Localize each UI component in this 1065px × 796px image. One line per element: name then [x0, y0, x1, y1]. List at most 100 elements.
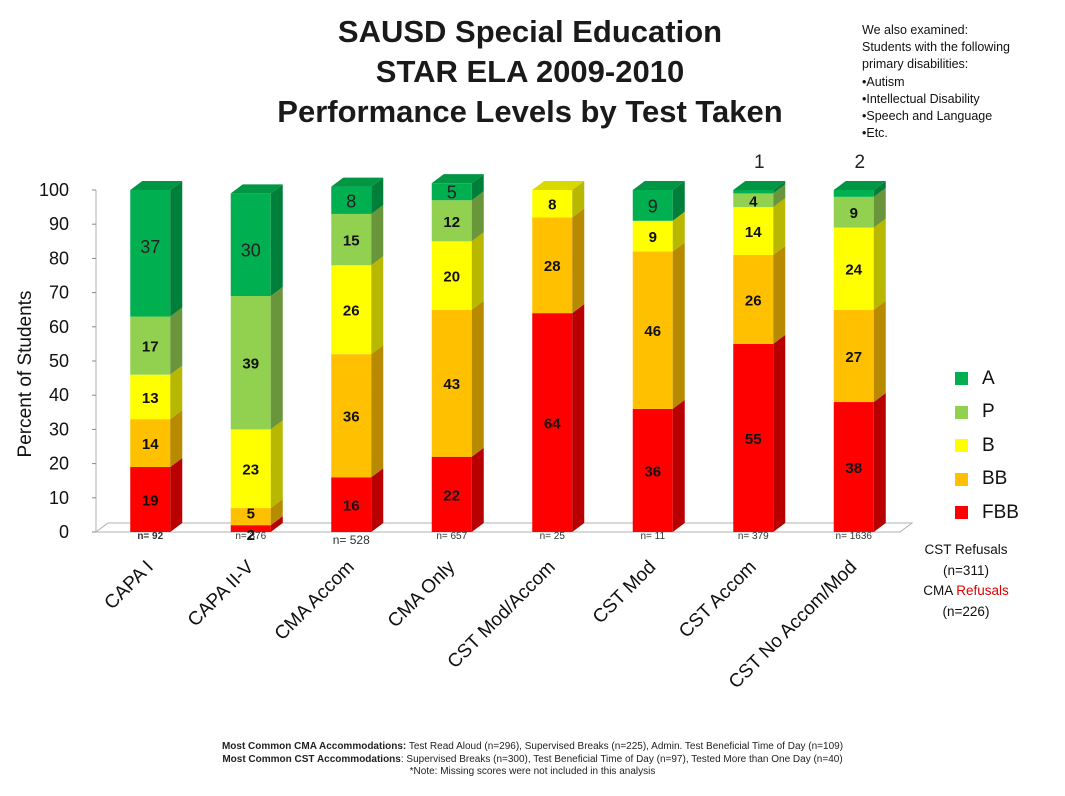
y-tick-label: 10 — [49, 488, 69, 508]
y-tick-label: 50 — [49, 351, 69, 371]
bar-segment — [331, 265, 372, 355]
bar-segment — [733, 207, 774, 255]
bar-value-label: 14 — [142, 436, 159, 453]
footer-cst-accommodations: Most Common CST Accommodations: Supervis… — [222, 753, 843, 765]
bar-top-cap — [230, 184, 283, 194]
bar-segment — [632, 408, 673, 532]
bar-value-label: 26 — [343, 303, 360, 320]
bar-segment-side — [270, 184, 283, 297]
bar-segment — [130, 467, 171, 532]
bar-value-label: 9 — [850, 205, 858, 222]
bar-segment — [130, 374, 171, 420]
bar-segment — [532, 313, 573, 532]
bar-segment-side — [471, 174, 484, 201]
note-line-2: Students with the following — [862, 40, 1011, 55]
legend-label: B — [982, 434, 995, 456]
bar-value-label: 28 — [544, 258, 561, 275]
x-category-label: CMA Only — [384, 556, 460, 632]
title-line-3: Performance Levels by Test Taken — [277, 94, 783, 129]
bar-segment — [532, 217, 573, 314]
bar-value-label: 36 — [644, 463, 661, 480]
bar-value-label: 17 — [142, 339, 159, 356]
bar-segment — [431, 241, 472, 310]
bar-segment — [833, 402, 874, 532]
bar-segment-side — [170, 410, 183, 468]
y-tick-label: 60 — [49, 317, 69, 337]
bar-top-cap — [833, 181, 886, 190]
bar-value-label: 24 — [845, 262, 862, 279]
bar-segment-side — [471, 191, 484, 242]
bar-segment — [230, 508, 271, 526]
bar-segment-side — [471, 447, 484, 532]
bar-top-cap — [331, 177, 384, 187]
y-tick-label: 40 — [49, 385, 69, 405]
bar-top-cap — [733, 181, 786, 190]
bar-segment — [431, 183, 472, 201]
bar-segment — [632, 190, 673, 221]
chart-title: SAUSD Special Education STAR ELA 2009-20… — [150, 12, 910, 132]
title-line-1: SAUSD Special Education — [337, 14, 723, 49]
bar-segment-side — [270, 516, 283, 532]
refusals-note: CST Refusals (n=311) CMA Refusals (n=226… — [896, 540, 1036, 622]
legend-swatch — [955, 506, 968, 520]
cma-refusals-count: (n=226) — [942, 603, 990, 619]
cst-refusals-count: (n=311) — [943, 562, 989, 578]
bar-value-label: 15 — [343, 233, 360, 250]
bar-segment — [733, 343, 774, 532]
bar-segment — [130, 190, 171, 317]
n-label: n= 92 — [137, 531, 163, 542]
bar-value-label: 2 — [854, 152, 865, 173]
bar-segment — [331, 354, 372, 478]
bar-value-label: 9 — [648, 196, 658, 216]
y-tick-label: 100 — [39, 180, 69, 200]
bar-segment-side — [773, 184, 786, 208]
bar-segment-side — [672, 399, 685, 532]
legend-item: BB — [955, 463, 1019, 497]
bar-segment-side — [572, 181, 585, 218]
footer-cma-accommodations: Most Common CMA Accommodations: Test Rea… — [221, 741, 844, 752]
legend-swatch — [955, 372, 968, 386]
bar-segment — [632, 220, 673, 252]
bar-segment-side — [371, 204, 384, 266]
y-tick-label: 70 — [49, 283, 69, 303]
chart-legend: A P B BB FBB — [955, 362, 1019, 530]
x-category-label: CST Accom — [675, 557, 761, 643]
note-item: •Autism — [862, 74, 905, 89]
bar-value-label: 38 — [845, 460, 862, 477]
bar-segment-side — [873, 187, 886, 228]
bar-segment — [431, 200, 472, 242]
bar-top-cap — [532, 181, 585, 190]
bar-value-label: 1 — [754, 152, 765, 173]
bar-segment-side — [371, 468, 384, 532]
title-line-2: STAR ELA 2009-2010 — [375, 54, 685, 89]
bar-segment — [331, 213, 372, 266]
n-label: n= 657 — [436, 531, 467, 542]
bar-value-label: 16 — [343, 498, 360, 515]
bar-value-label: 9 — [649, 229, 657, 246]
bar-segment — [733, 193, 774, 208]
bar-value-label: 5 — [247, 506, 255, 523]
x-category-label: CST Mod — [589, 557, 660, 628]
legend-swatch — [955, 472, 968, 486]
note-line-3: primary disabilities: — [862, 57, 969, 72]
bar-segment-side — [672, 242, 685, 409]
bar-segment-side — [572, 304, 585, 532]
bar-value-label: 37 — [140, 237, 160, 257]
bar-segment-side — [270, 287, 283, 430]
bar-segment — [733, 190, 774, 194]
n-label: n= 11 — [640, 531, 665, 542]
bar-segment-side — [270, 420, 283, 509]
legend-label: P — [982, 401, 995, 423]
bar-value-label: 13 — [142, 390, 159, 407]
x-category-label: CAPA I — [101, 557, 158, 614]
cma-refusals-label: CMA Refusals — [923, 583, 1009, 598]
bar-segment-side — [170, 458, 183, 532]
bar-segment-side — [873, 393, 886, 532]
bar-segment — [230, 296, 271, 430]
y-tick-label: 30 — [49, 419, 69, 439]
chart-floor — [94, 522, 914, 533]
bar-segment-side — [873, 181, 886, 197]
legend-item: FBB — [955, 496, 1019, 530]
bar-segment — [833, 190, 874, 197]
y-tick-label: 90 — [49, 214, 69, 234]
